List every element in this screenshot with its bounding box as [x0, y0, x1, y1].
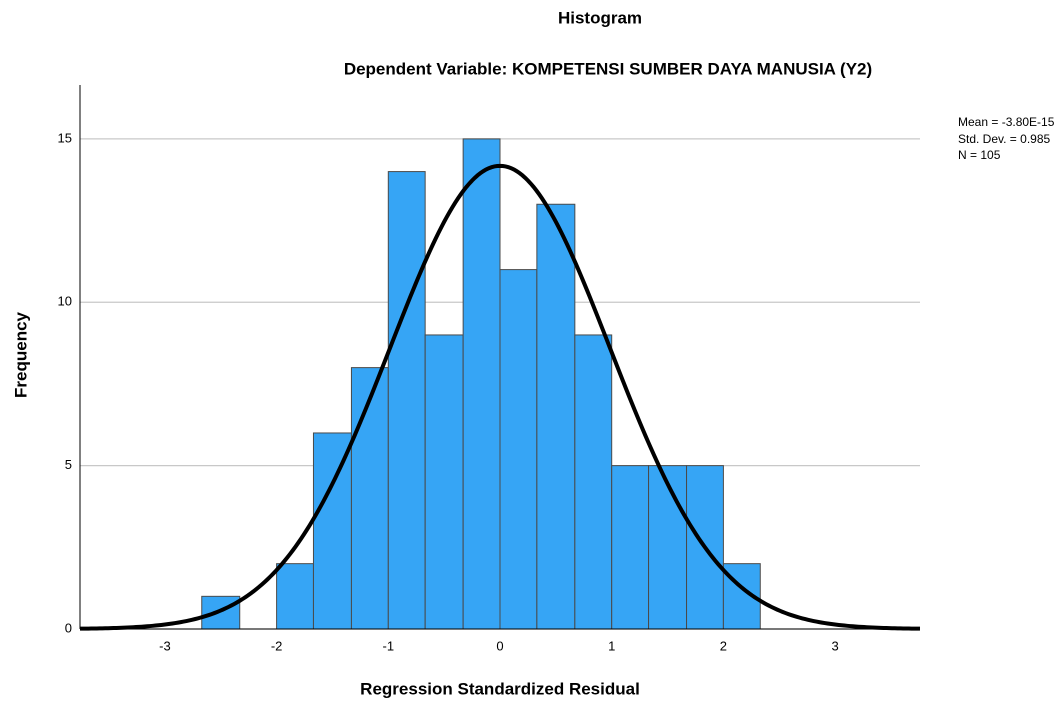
y-tick-label: 10	[58, 294, 72, 309]
bar	[574, 334, 613, 630]
bar	[350, 367, 389, 630]
x-tick-label: 3	[831, 638, 838, 653]
chart-title: Histogram	[558, 8, 642, 27]
y-tick-label: 5	[65, 457, 72, 472]
bar	[462, 138, 501, 630]
y-axis-label: Frequency	[11, 311, 30, 398]
x-tick-label: -2	[271, 638, 283, 653]
x-tick-label: -3	[159, 638, 171, 653]
x-tick-label: 1	[608, 638, 615, 653]
stat-mean: Mean = -3.80E-15	[958, 115, 1055, 129]
y-tick-label: 15	[58, 130, 72, 145]
stat-std-dev: Std. Dev. = 0.985	[958, 132, 1050, 146]
bar	[387, 171, 426, 630]
x-tick-label: 2	[720, 638, 727, 653]
normal-curve	[79, 163, 921, 631]
chart-subtitle: Dependent Variable: KOMPETENSI SUMBER DA…	[344, 59, 872, 78]
bar	[499, 269, 538, 630]
y-tick-label: 0	[65, 620, 72, 635]
bar	[276, 563, 314, 630]
x-tick-label: -1	[383, 638, 395, 653]
x-tick-label: 0	[496, 638, 503, 653]
x-axis-label: Regression Standardized Residual	[360, 679, 640, 698]
bar	[611, 465, 650, 630]
bar	[648, 465, 688, 630]
bar	[312, 432, 352, 630]
bar	[424, 334, 464, 630]
stat-n: N = 105	[958, 148, 1001, 162]
bar	[536, 203, 576, 630]
